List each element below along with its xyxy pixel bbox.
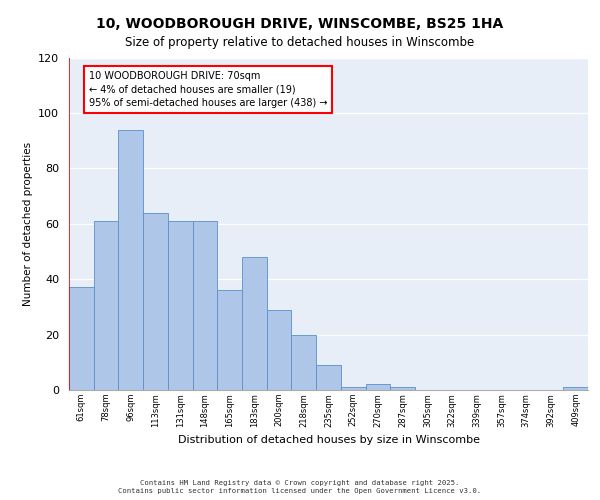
Text: 10 WOODBOROUGH DRIVE: 70sqm
← 4% of detached houses are smaller (19)
95% of semi: 10 WOODBOROUGH DRIVE: 70sqm ← 4% of deta… [89, 72, 327, 108]
Y-axis label: Number of detached properties: Number of detached properties [23, 142, 32, 306]
Bar [365, 384, 390, 390]
Text: Size of property relative to detached houses in Winscombe: Size of property relative to detached ho… [125, 36, 475, 49]
Bar [267, 310, 292, 390]
Bar [118, 130, 143, 390]
Text: Contains HM Land Registry data © Crown copyright and database right 2025.
Contai: Contains HM Land Registry data © Crown c… [118, 480, 482, 494]
Bar [143, 212, 168, 390]
Bar [563, 387, 588, 390]
Bar [390, 387, 415, 390]
Bar [69, 288, 94, 390]
Bar [94, 221, 118, 390]
Bar [341, 387, 365, 390]
Bar [217, 290, 242, 390]
Bar [316, 365, 341, 390]
Text: 10, WOODBOROUGH DRIVE, WINSCOMBE, BS25 1HA: 10, WOODBOROUGH DRIVE, WINSCOMBE, BS25 1… [97, 18, 503, 32]
Bar [292, 334, 316, 390]
X-axis label: Distribution of detached houses by size in Winscombe: Distribution of detached houses by size … [178, 435, 479, 445]
Bar [168, 221, 193, 390]
Bar [242, 257, 267, 390]
Bar [193, 221, 217, 390]
